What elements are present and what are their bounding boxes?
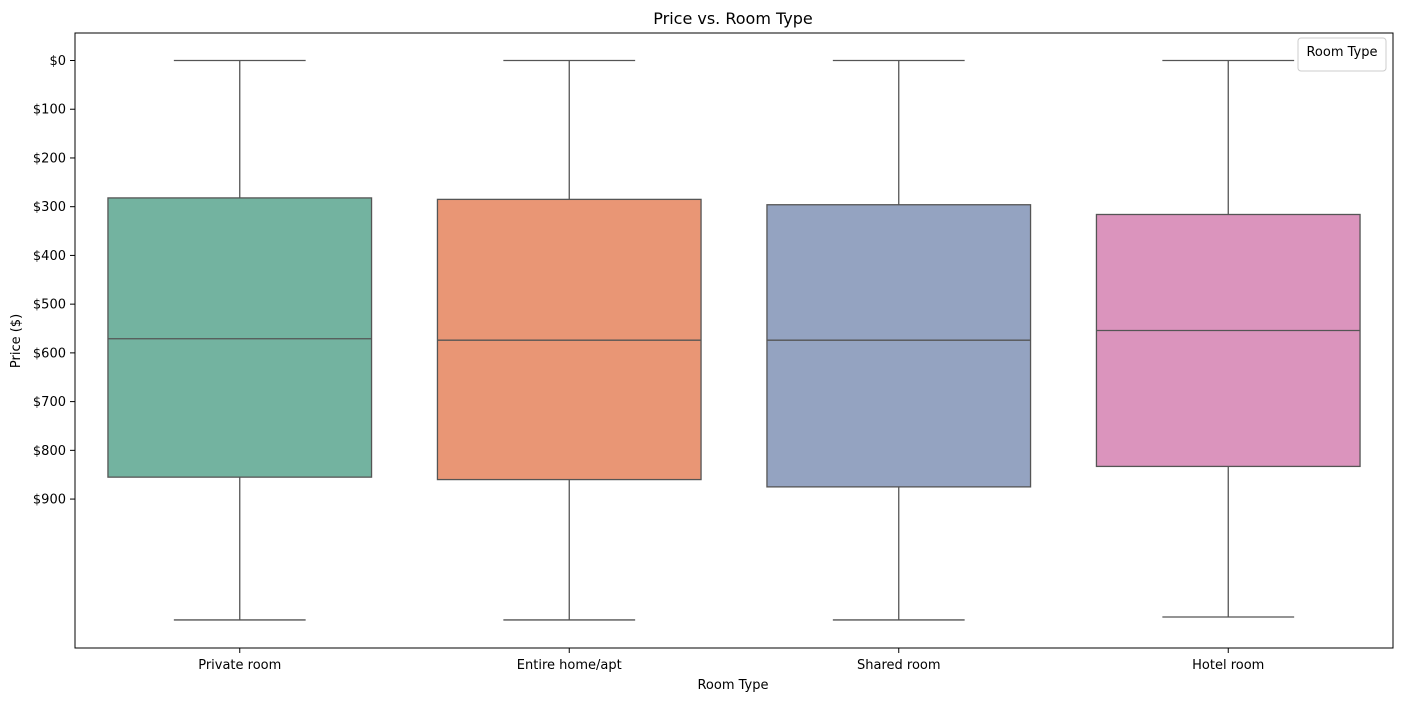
y-axis-label: Price ($) [9,314,24,368]
box-iqr [1095,213,1361,468]
legend-frame [1297,37,1387,72]
y-tick-label: $200 [33,151,66,166]
y-tick-label: $100 [33,103,66,118]
box-group [107,59,373,621]
box-group [766,59,1032,621]
plot-area-frame [74,32,1394,649]
y-tick-label: $700 [33,395,66,410]
y-tick-label: $800 [33,444,66,459]
x-tick-label: Shared room [857,658,941,673]
y-axis-ticks: $0 $100 $200 $300 $400 $500 $600 $700 $800 $900 [33,54,75,508]
y-tick-label: $900 [33,493,66,508]
chart-title: Price vs. Room Type [653,9,813,28]
x-tick-label: Private room [198,658,281,673]
legend: Room Type [1297,37,1387,72]
box-iqr [107,197,373,478]
y-tick-label: $500 [33,298,66,313]
y-tick-label: $600 [33,346,66,361]
boxes-layer [107,59,1361,621]
y-tick-label: $400 [33,249,66,264]
box-iqr [436,198,702,481]
x-axis-label: Room Type [697,678,768,693]
box-group [1095,59,1361,618]
legend-title: Room Type [1306,45,1377,60]
box-iqr [766,204,1032,488]
x-axis-ticks: Private room Entire home/apt Shared room Ho… [198,648,1264,673]
box-group [436,59,702,621]
y-tick-label: $300 [33,200,66,215]
x-tick-label: Hotel room [1192,658,1264,673]
y-tick-label: $0 [49,54,66,69]
x-tick-label: Entire home/apt [517,658,622,673]
